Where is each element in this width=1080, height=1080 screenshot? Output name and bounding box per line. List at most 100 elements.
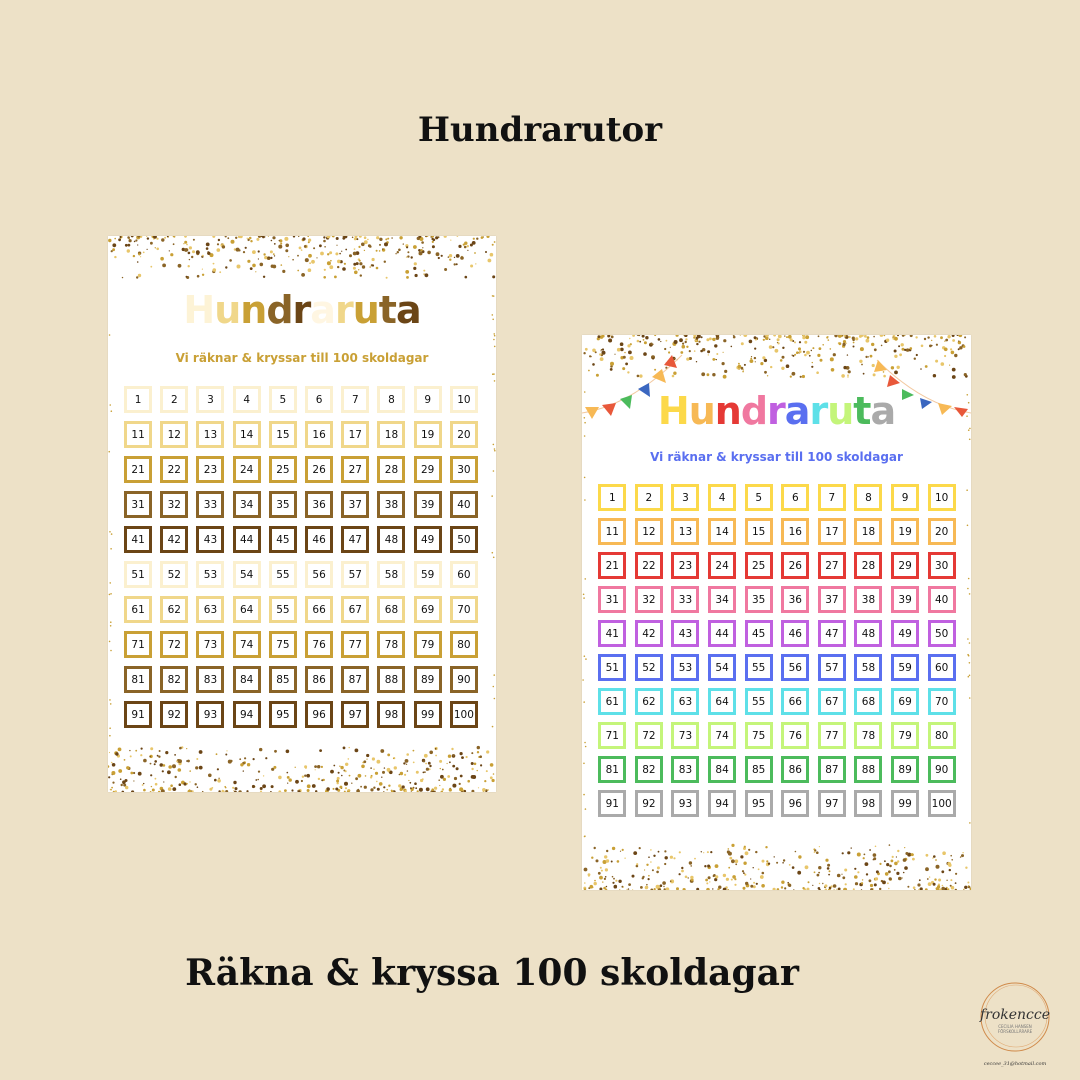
number-cell[interactable]: 66 (305, 596, 334, 623)
number-cell[interactable]: 96 (305, 701, 334, 728)
number-cell[interactable]: 72 (634, 722, 663, 749)
number-cell[interactable]: 40 (449, 491, 478, 518)
number-cell[interactable]: 77 (341, 631, 370, 658)
number-cell[interactable]: 92 (160, 701, 189, 728)
number-cell[interactable]: 94 (232, 701, 261, 728)
number-cell[interactable]: 80 (927, 722, 956, 749)
number-cell[interactable]: 19 (891, 518, 920, 545)
number-cell[interactable]: 68 (854, 688, 883, 715)
number-cell[interactable]: 30 (449, 456, 478, 483)
number-cell[interactable]: 91 (124, 701, 153, 728)
number-cell[interactable]: 69 (891, 688, 920, 715)
number-cell[interactable]: 90 (449, 666, 478, 693)
number-cell[interactable]: 52 (634, 654, 663, 681)
number-cell[interactable]: 95 (268, 701, 297, 728)
number-cell[interactable]: 21 (124, 456, 153, 483)
number-cell[interactable]: 55 (268, 561, 297, 588)
number-cell[interactable]: 15 (268, 421, 297, 448)
number-cell[interactable]: 12 (160, 421, 189, 448)
number-cell[interactable]: 54 (232, 561, 261, 588)
number-cell[interactable]: 82 (634, 756, 663, 783)
number-cell[interactable]: 28 (377, 456, 406, 483)
number-cell[interactable]: 74 (708, 722, 737, 749)
number-cell[interactable]: 57 (341, 561, 370, 588)
number-cell[interactable]: 9 (413, 386, 442, 413)
number-cell[interactable]: 29 (891, 552, 920, 579)
number-cell[interactable]: 26 (781, 552, 810, 579)
number-cell[interactable]: 58 (377, 561, 406, 588)
number-cell[interactable]: 53 (671, 654, 700, 681)
number-cell[interactable]: 28 (854, 552, 883, 579)
number-cell[interactable]: 99 (891, 790, 920, 817)
number-cell[interactable]: 70 (927, 688, 956, 715)
number-cell[interactable]: 6 (781, 484, 810, 511)
number-cell[interactable]: 5 (744, 484, 773, 511)
number-cell[interactable]: 32 (160, 491, 189, 518)
number-cell[interactable]: 38 (854, 586, 883, 613)
number-cell[interactable]: 24 (232, 456, 261, 483)
number-cell[interactable]: 94 (708, 790, 737, 817)
number-cell[interactable]: 89 (413, 666, 442, 693)
number-cell[interactable]: 99 (413, 701, 442, 728)
number-cell[interactable]: 25 (268, 456, 297, 483)
number-cell[interactable]: 60 (927, 654, 956, 681)
number-cell[interactable]: 67 (817, 688, 846, 715)
number-cell[interactable]: 62 (160, 596, 189, 623)
number-cell[interactable]: 81 (598, 756, 627, 783)
number-cell[interactable]: 27 (817, 552, 846, 579)
number-cell[interactable]: 37 (817, 586, 846, 613)
number-cell[interactable]: 12 (634, 518, 663, 545)
number-cell[interactable]: 30 (927, 552, 956, 579)
number-cell[interactable]: 35 (744, 586, 773, 613)
number-cell[interactable]: 88 (377, 666, 406, 693)
number-cell[interactable]: 48 (377, 526, 406, 553)
number-cell[interactable]: 31 (598, 586, 627, 613)
number-cell[interactable]: 50 (449, 526, 478, 553)
number-cell[interactable]: 71 (124, 631, 153, 658)
number-cell[interactable]: 22 (160, 456, 189, 483)
number-cell[interactable]: 39 (413, 491, 442, 518)
number-cell[interactable]: 73 (671, 722, 700, 749)
number-cell[interactable]: 89 (891, 756, 920, 783)
number-cell[interactable]: 41 (124, 526, 153, 553)
number-cell[interactable]: 6 (305, 386, 334, 413)
number-cell[interactable]: 2 (634, 484, 663, 511)
number-cell[interactable]: 37 (341, 491, 370, 518)
number-cell[interactable]: 40 (927, 586, 956, 613)
number-cell[interactable]: 47 (341, 526, 370, 553)
number-cell[interactable]: 100 (449, 701, 478, 728)
number-cell[interactable]: 90 (927, 756, 956, 783)
number-cell[interactable]: 86 (305, 666, 334, 693)
number-cell[interactable]: 62 (634, 688, 663, 715)
number-cell[interactable]: 8 (377, 386, 406, 413)
number-cell[interactable]: 88 (854, 756, 883, 783)
number-cell[interactable]: 18 (377, 421, 406, 448)
number-cell[interactable]: 97 (341, 701, 370, 728)
number-cell[interactable]: 38 (377, 491, 406, 518)
number-cell[interactable]: 24 (708, 552, 737, 579)
number-cell[interactable]: 78 (854, 722, 883, 749)
number-cell[interactable]: 3 (196, 386, 225, 413)
number-cell[interactable]: 70 (449, 596, 478, 623)
number-cell[interactable]: 13 (196, 421, 225, 448)
number-cell[interactable]: 22 (634, 552, 663, 579)
number-cell[interactable]: 49 (413, 526, 442, 553)
number-cell[interactable]: 69 (413, 596, 442, 623)
number-cell[interactable]: 1 (598, 484, 627, 511)
number-cell[interactable]: 16 (781, 518, 810, 545)
number-cell[interactable]: 42 (160, 526, 189, 553)
number-cell[interactable]: 59 (891, 654, 920, 681)
number-cell[interactable]: 34 (232, 491, 261, 518)
number-cell[interactable]: 80 (449, 631, 478, 658)
number-cell[interactable]: 32 (634, 586, 663, 613)
number-cell[interactable]: 95 (744, 790, 773, 817)
number-cell[interactable]: 7 (817, 484, 846, 511)
number-cell[interactable]: 63 (671, 688, 700, 715)
number-cell[interactable]: 26 (305, 456, 334, 483)
number-cell[interactable]: 84 (232, 666, 261, 693)
number-cell[interactable]: 10 (449, 386, 478, 413)
number-cell[interactable]: 33 (196, 491, 225, 518)
number-cell[interactable]: 8 (854, 484, 883, 511)
number-cell[interactable]: 44 (708, 620, 737, 647)
number-cell[interactable]: 83 (671, 756, 700, 783)
